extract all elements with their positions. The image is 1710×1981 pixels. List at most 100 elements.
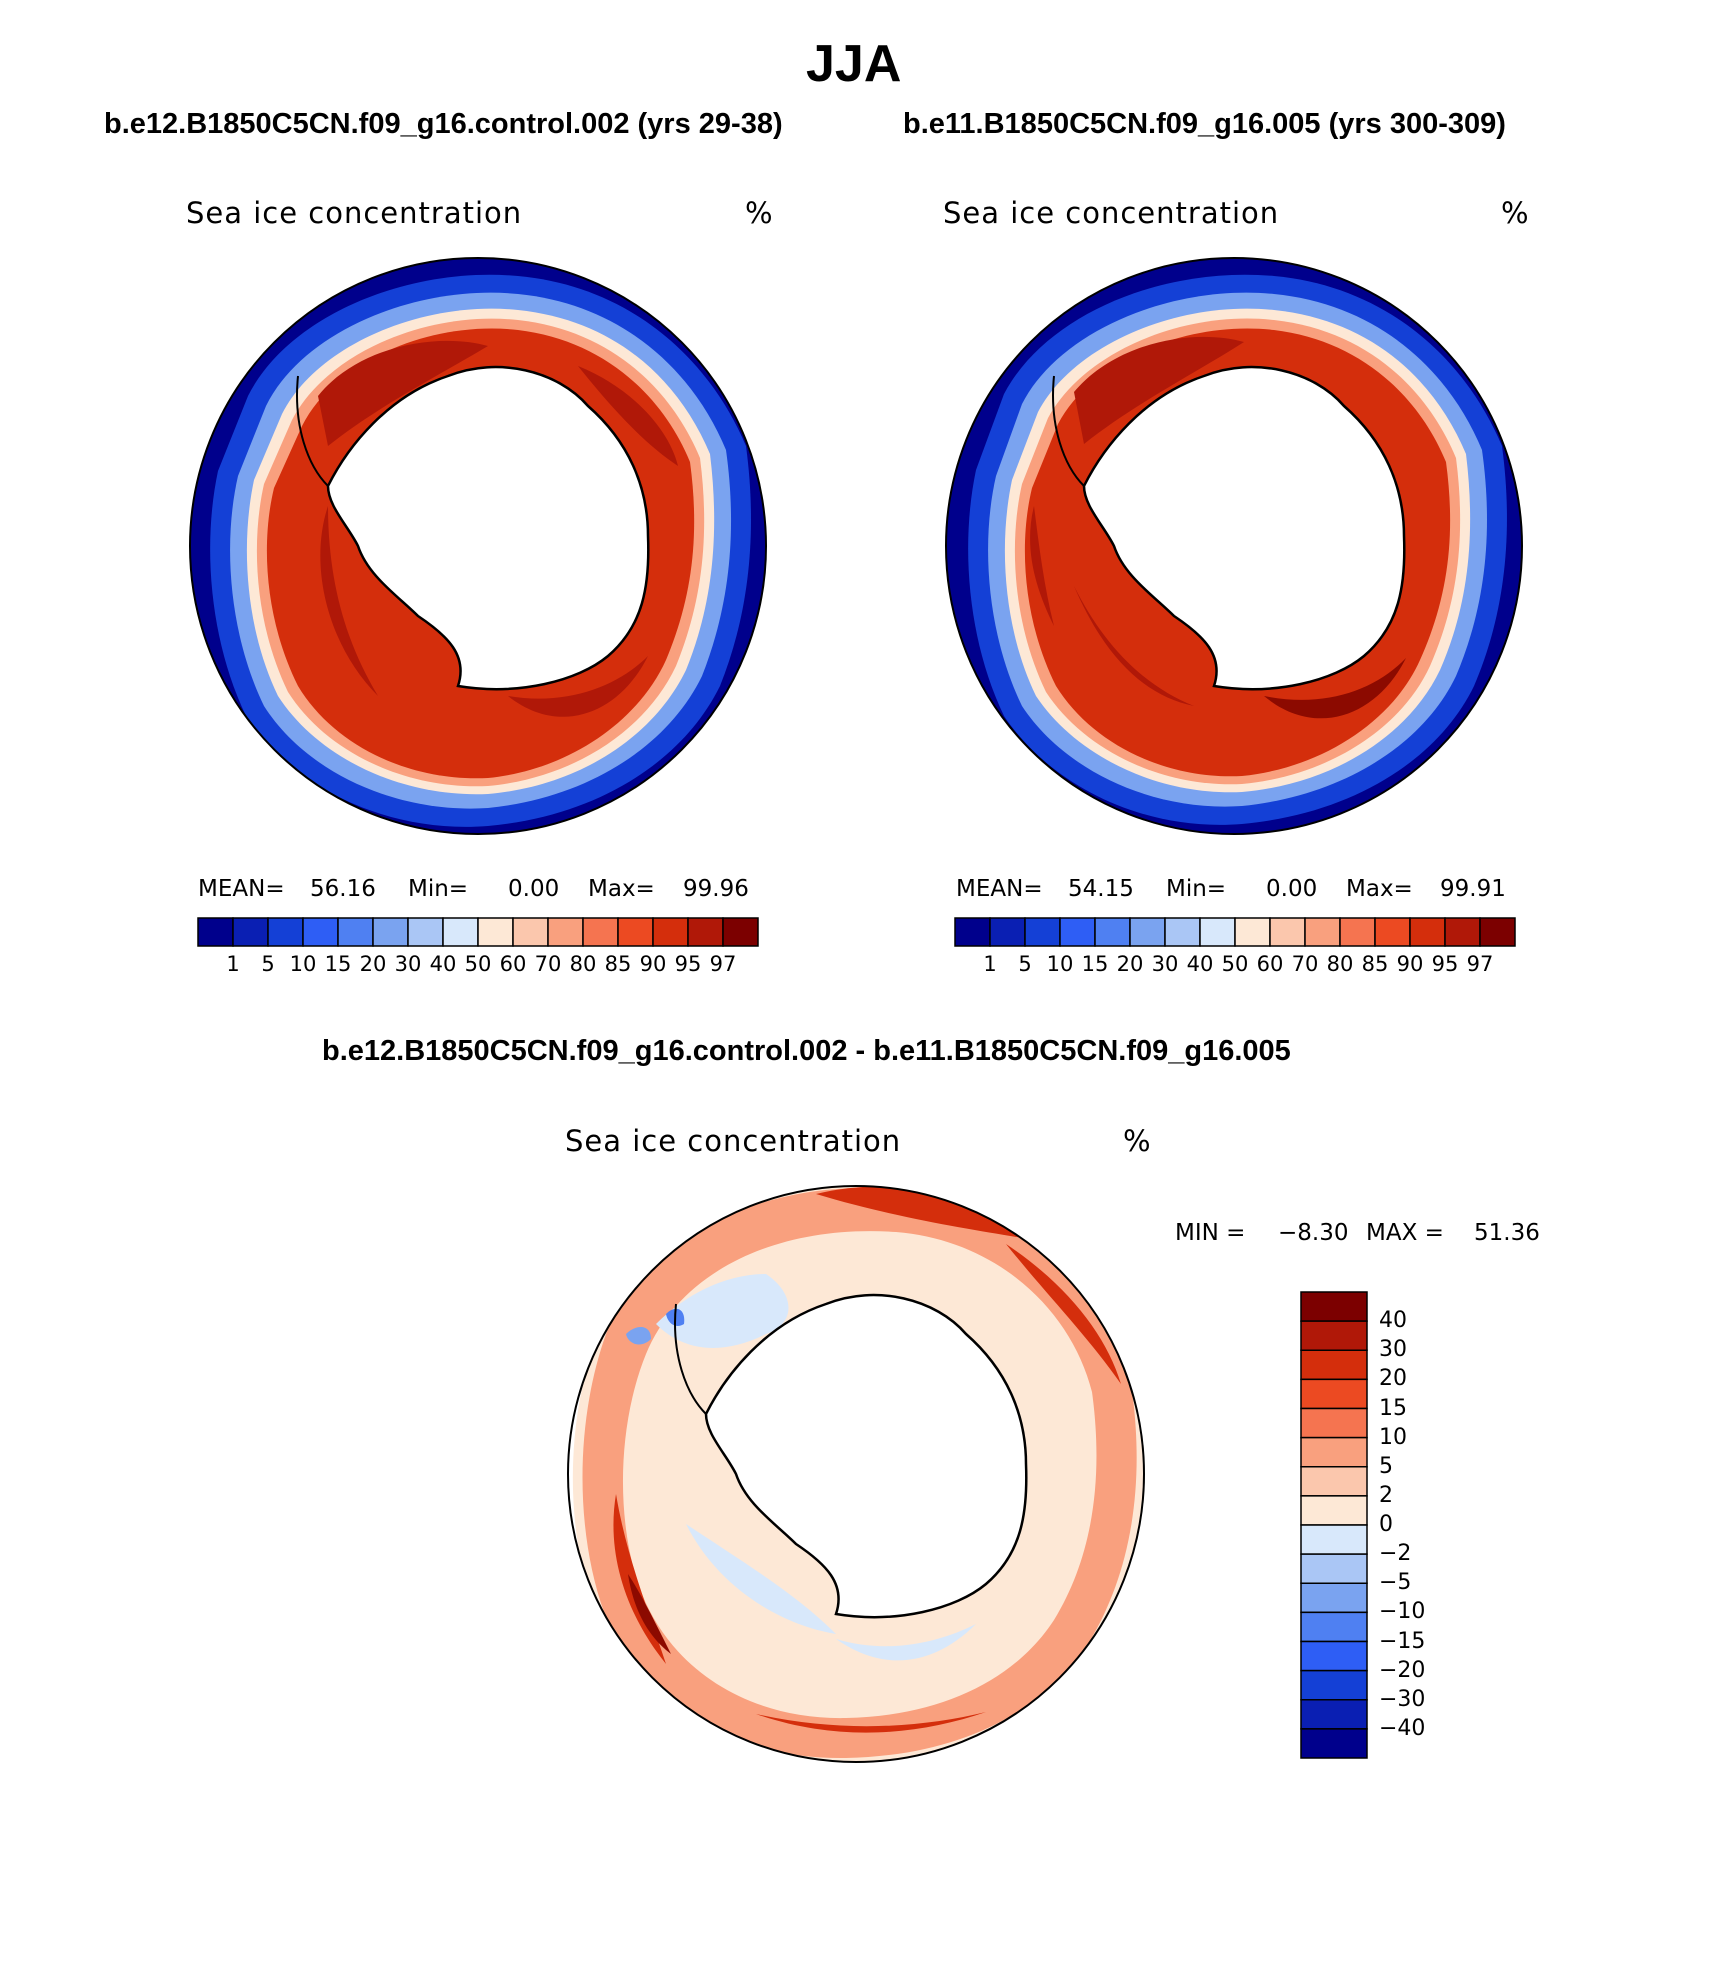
right-map-boundary (945, 257, 1523, 835)
diff-colorbar-tick-label: −10 (1379, 1599, 1426, 1625)
left-stats-mean-label: MEAN= (198, 876, 285, 902)
diff-colorbar-swatch (1300, 1349, 1368, 1381)
right-run-title: b.e11.B1850C5CN.f09_g16.005 (yrs 300-309… (903, 108, 1506, 140)
right-colorbar-swatch (1444, 917, 1481, 947)
right-colorbar-swatch (1374, 917, 1411, 947)
left-panel-units-label: % (745, 196, 774, 230)
right-colorbar-swatch (954, 917, 991, 947)
left-colorbar-tick-label: 80 (569, 952, 597, 976)
right-colorbar-swatch (1409, 917, 1446, 947)
left-colorbar-tick-label: 60 (499, 952, 527, 976)
left-colorbar-tick-label: 20 (359, 952, 387, 976)
right-stats-max: 99.91 (1440, 876, 1506, 902)
right-colorbar-tick-label: 5 (1018, 952, 1032, 976)
left-colorbar-tick-label: 85 (604, 952, 632, 976)
right-stats-min-label: Min= (1166, 876, 1227, 902)
right-stats-min: 0.00 (1266, 876, 1318, 902)
diff-colorbar-tick-label: 5 (1379, 1453, 1393, 1479)
right-colorbar-swatch (1094, 917, 1131, 947)
diff-colorbar-tick-label: −30 (1379, 1686, 1426, 1712)
diff-colorbar-tick-label: 20 (1379, 1366, 1407, 1392)
diff-colorbar-tick-label: 2 (1379, 1482, 1393, 1508)
left-panel-variable-label: Sea ice concentration (186, 196, 523, 230)
left-colorbar-tick-label: 90 (639, 952, 667, 976)
right-colorbar-swatch (1234, 917, 1271, 947)
right-colorbar-tick-label: 1 (983, 952, 997, 976)
left-colorbar-tick-label: 10 (289, 952, 317, 976)
left-colorbar-swatch (442, 917, 479, 947)
right-colorbar-tick-label: 90 (1396, 952, 1424, 976)
diff-colorbar-swatch (1300, 1407, 1368, 1439)
diff-colorbar-swatch (1300, 1466, 1368, 1497)
left-colorbar-swatch (267, 917, 304, 947)
left-colorbar-tick-label: 97 (709, 952, 737, 976)
right-colorbar-swatch (1304, 917, 1341, 947)
left-stats-max: 99.96 (683, 876, 749, 902)
right-colorbar-tick-label: 95 (1431, 952, 1459, 976)
left-map-boundary (189, 257, 767, 835)
diff-colorbar-tick-label: −20 (1379, 1657, 1426, 1683)
left-stats-min-label: Min= (408, 876, 469, 902)
right-colorbar-tick-label: 50 (1221, 952, 1249, 976)
diff-colorbar-tick-label: −40 (1379, 1715, 1426, 1741)
left-colorbar-swatch (197, 917, 234, 947)
diff-panel-variable-label: Sea ice concentration (565, 1124, 902, 1158)
left-stats-mean: 56.16 (310, 876, 376, 902)
right-polar-map (946, 258, 1522, 834)
diff-colorbar-swatch (1300, 1495, 1368, 1526)
right-colorbar-swatch (1129, 917, 1166, 947)
diff-colorbar-swatch (1300, 1553, 1368, 1584)
diff-colorbar-swatch (1300, 1582, 1368, 1614)
right-colorbar-tick-label: 40 (1186, 952, 1214, 976)
diff-colorbar-swatch (1300, 1291, 1368, 1322)
right-colorbar-swatch (1269, 917, 1306, 947)
diff-colorbar-tick-label: −15 (1379, 1628, 1426, 1654)
left-run-title: b.e12.B1850C5CN.f09_g16.control.002 (yrs… (104, 108, 783, 140)
diff-stats-min: −8.30 (1278, 1220, 1349, 1246)
left-colorbar-swatch (337, 917, 374, 947)
right-stats-mean: 54.15 (1068, 876, 1134, 902)
diff-colorbar-swatch (1300, 1669, 1368, 1701)
right-colorbar-swatch (1164, 917, 1201, 947)
right-antarctica-landmass (1082, 365, 1406, 691)
right-colorbar-tick-label: 80 (1326, 952, 1354, 976)
left-colorbar-tick-label: 5 (261, 952, 275, 976)
diff-stats-min-label: MIN = (1175, 1220, 1246, 1246)
left-colorbar-tick-label: 15 (324, 952, 352, 976)
diff-colorbar-tick-label: 0 (1379, 1512, 1393, 1537)
diff-stats-max: 51.36 (1474, 1220, 1540, 1246)
diff-colorbar-tick-label: 30 (1379, 1337, 1407, 1363)
left-colorbar-tick-label: 1 (226, 952, 240, 976)
diff-colorbar-tick-label: −5 (1379, 1570, 1412, 1596)
left-colorbar-swatch (547, 917, 584, 947)
left-colorbar-tick-label: 50 (464, 952, 492, 976)
diff-colorbar-tick-label: 40 (1379, 1308, 1407, 1334)
right-colorbar-swatch (1024, 917, 1061, 947)
left-polar-map (190, 258, 766, 834)
left-colorbar-tick-label: 40 (429, 952, 457, 976)
right-stats-max-label: Max= (1346, 876, 1413, 902)
right-colorbar-swatch (1199, 917, 1236, 947)
right-colorbar-tick-label: 60 (1256, 952, 1284, 976)
figure-title: JJA (806, 35, 902, 93)
left-colorbar-swatch (232, 917, 269, 947)
left-colorbar (197, 917, 759, 947)
left-colorbar-swatch (477, 917, 514, 947)
right-colorbar-tick-label: 30 (1151, 952, 1179, 976)
right-colorbar-tick-label: 97 (1466, 952, 1494, 976)
difference-colorbar (1300, 1291, 1368, 1759)
left-colorbar-swatch (372, 917, 409, 947)
left-colorbar-swatch (652, 917, 689, 947)
right-stats-mean-label: MEAN= (956, 876, 1043, 902)
left-colorbar-swatch (302, 917, 339, 947)
diff-colorbar-swatch (1300, 1728, 1368, 1759)
right-colorbar-tick-label: 20 (1116, 952, 1144, 976)
right-panel-variable-label: Sea ice concentration (943, 196, 1280, 230)
right-colorbar-tick-label: 10 (1046, 952, 1074, 976)
diff-antarctica-landmass (704, 1293, 1028, 1619)
diff-colorbar-swatch (1300, 1436, 1368, 1468)
right-colorbar-tick-label: 85 (1361, 952, 1389, 976)
diff-colorbar-swatch (1300, 1640, 1368, 1672)
right-colorbar-swatch (989, 917, 1026, 947)
difference-title: b.e12.B1850C5CN.f09_g16.control.002 - b.… (322, 1035, 1291, 1067)
